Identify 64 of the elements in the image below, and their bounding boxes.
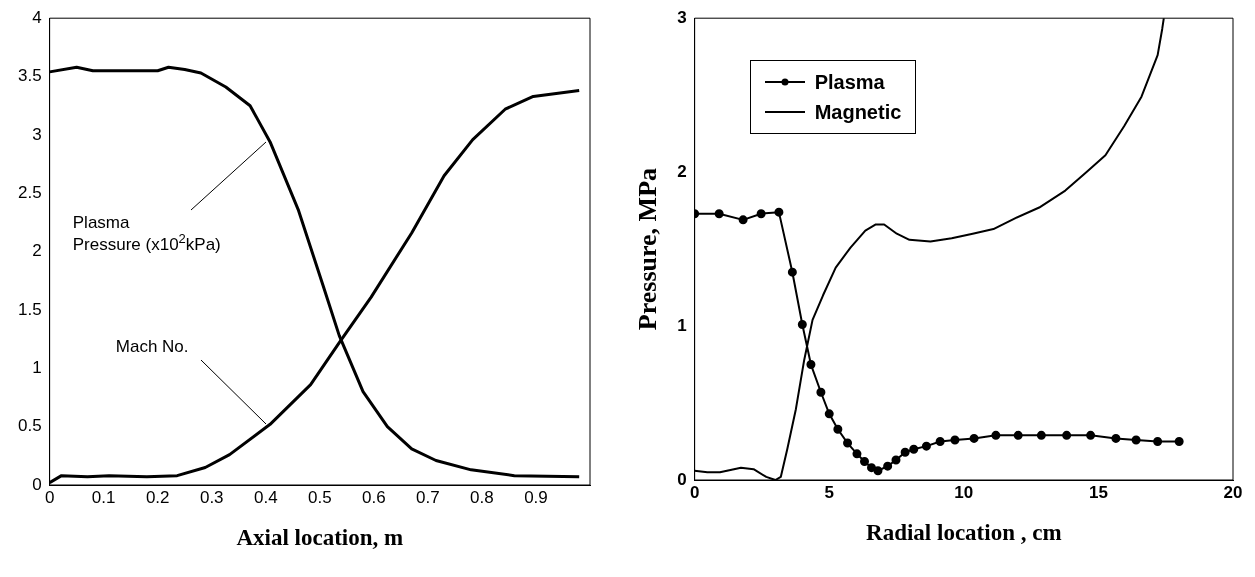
point: [806, 360, 816, 370]
point: [714, 209, 724, 219]
y-tick-label: 3.5: [17, 66, 42, 86]
x-tick-label: 0.8: [470, 487, 494, 507]
point: [873, 466, 883, 476]
y-tick-label: 1.5: [17, 299, 42, 319]
y-tick-label: 2.5: [17, 182, 42, 202]
point: [738, 215, 748, 225]
point: [900, 447, 910, 457]
legend-label: Plasma: [814, 70, 885, 94]
y-tick-label: 1: [32, 357, 42, 377]
point: [935, 437, 945, 447]
point: [969, 433, 979, 443]
point: [816, 387, 826, 397]
y-tick-label: 2: [32, 241, 42, 261]
point: [1062, 430, 1072, 440]
x-tick-label: 0.3: [199, 487, 224, 507]
x-tick-label: 10: [954, 482, 974, 502]
point: [883, 461, 893, 471]
point: [1013, 430, 1023, 440]
point: [843, 438, 853, 448]
x-tick-label: 0.5: [308, 487, 332, 507]
point: [950, 435, 960, 445]
point: [1111, 433, 1121, 443]
point: [852, 449, 862, 459]
y-tick-label: 1: [677, 315, 687, 335]
y-tick-label: 0.5: [17, 416, 42, 436]
y-tick-label: 3: [677, 7, 687, 27]
point: [756, 209, 766, 219]
x-tick-label: 0.1: [91, 487, 116, 507]
point: [787, 267, 797, 277]
point: [1131, 435, 1141, 445]
point: [909, 444, 919, 454]
point: [1036, 430, 1046, 440]
point: [921, 441, 931, 451]
point: [1086, 430, 1096, 440]
annotation: Mach No.: [115, 336, 189, 359]
point: [1153, 437, 1163, 447]
x-tick-label: 5: [824, 482, 834, 502]
x-tick-label: 0.6: [362, 487, 386, 507]
point: [824, 409, 834, 419]
point: [891, 455, 901, 465]
x-tick-label: 0.4: [253, 487, 278, 507]
x-axis-title: Axial location, m: [236, 525, 404, 551]
point: [833, 424, 843, 434]
point: [860, 457, 869, 467]
point: [797, 320, 807, 330]
point: [774, 207, 784, 217]
annotation: Plasma Pressure (x10$^{2}$kPa): [72, 211, 221, 256]
y-axis-title: Pressure, MPa: [633, 167, 663, 331]
x-tick-label: 0.2: [145, 487, 170, 507]
x-axis-title: Radial location , cm: [866, 520, 1062, 546]
y-tick-label: 4: [32, 7, 42, 27]
x-tick-label: 20: [1223, 482, 1243, 502]
y-tick-label: 3: [32, 124, 42, 144]
y-tick-label: 2: [677, 161, 687, 181]
x-tick-label: 15: [1088, 482, 1108, 502]
x-tick-label: 0.9: [524, 487, 548, 507]
y-tick-label: 0: [677, 469, 687, 489]
legend-label: Magnetic: [814, 100, 902, 124]
x-tick-label: 0.7: [416, 487, 440, 507]
point: [991, 430, 1001, 440]
point: [867, 463, 876, 473]
point: [1174, 437, 1184, 447]
